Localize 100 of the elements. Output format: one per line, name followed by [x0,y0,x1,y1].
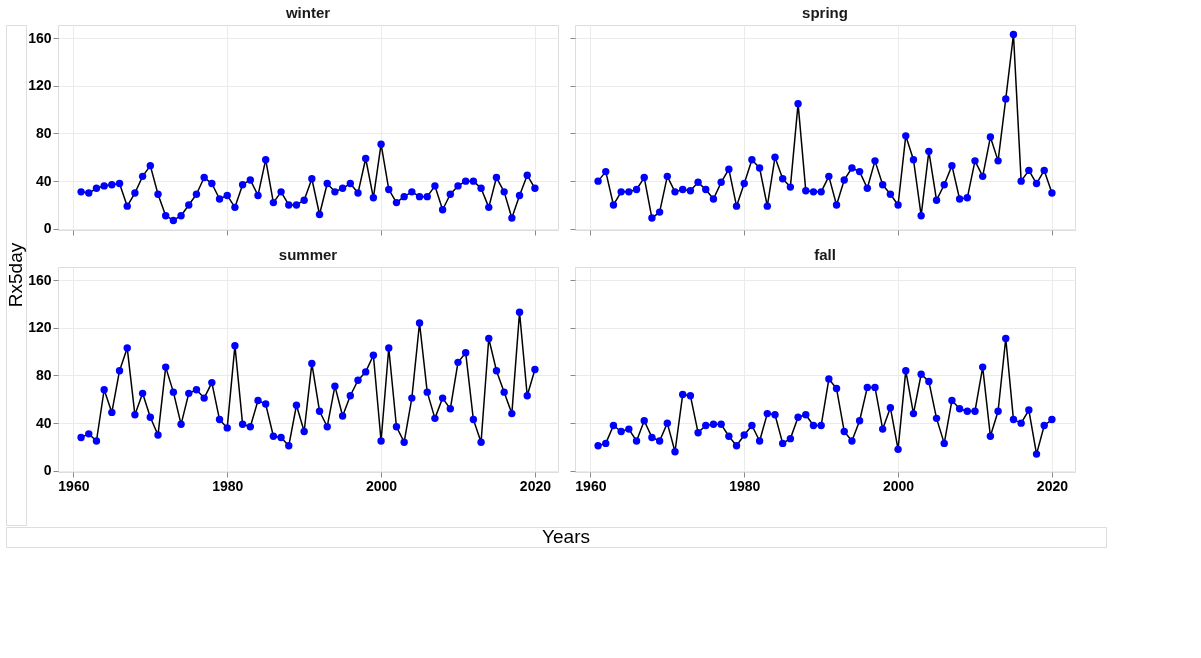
point [508,214,516,222]
point [963,194,972,202]
point [477,184,485,192]
y-tick-label: 80 [35,124,52,141]
x-tick-label: 1980 [729,477,761,494]
point [323,423,331,431]
point [802,411,810,419]
point [771,153,779,161]
point [431,182,439,190]
point [609,201,618,209]
point [763,409,772,418]
point [85,430,93,438]
point [215,195,224,203]
point [863,184,872,192]
point [523,392,531,400]
point [200,394,208,402]
point [161,363,170,371]
chart-title: spring [802,4,848,21]
point [655,437,664,445]
point [840,176,848,184]
point [361,368,370,376]
point [709,420,718,429]
point [77,433,85,442]
point [492,173,501,182]
point [461,177,470,185]
point [369,194,378,202]
point [778,175,787,183]
point [702,185,710,194]
point [415,192,424,201]
point [185,389,193,398]
x-axis-title: Years [542,526,590,547]
point [131,189,139,197]
point [855,167,864,176]
point [238,181,247,189]
point [994,157,1002,165]
point [154,190,162,198]
point [978,363,987,371]
point [1040,166,1048,175]
point [955,405,964,413]
point [123,202,131,210]
point [254,396,262,405]
point [894,201,902,209]
point [617,188,625,196]
point [1040,421,1048,430]
point [400,192,408,201]
point [338,412,347,420]
point [725,432,733,440]
point [438,206,447,214]
point [531,184,539,192]
point [978,172,987,181]
point [802,186,810,195]
point [408,188,416,196]
point [223,424,231,432]
point [625,188,633,196]
point [648,214,656,222]
y-tick-label: 0 [43,462,52,479]
point [886,190,895,198]
point [377,437,385,445]
point [617,427,625,436]
point [917,370,925,378]
point [740,179,748,188]
point [192,190,201,198]
point [671,448,679,456]
point [663,419,672,427]
x-tick-label: 1960 [58,477,90,494]
point [932,414,941,423]
y-tick-label: 120 [28,77,52,94]
point [732,202,741,210]
point [392,423,401,431]
x-tick-label: 1960 [575,477,607,494]
point [863,383,872,392]
point [709,195,718,203]
point [492,366,501,375]
point [902,132,910,140]
y-tick-label: 160 [28,271,52,288]
point [269,432,278,440]
point [948,161,956,170]
point [385,185,393,194]
point [154,431,162,439]
point [1032,450,1041,458]
point [686,392,695,400]
point [786,434,795,443]
point [423,192,431,201]
point [254,191,262,200]
point [1048,415,1056,424]
point [663,172,672,181]
point [292,201,301,209]
point [169,388,178,396]
point [894,445,902,454]
point [740,431,748,439]
y-axis-title: Rx5day [5,242,26,308]
point [725,165,733,173]
point [100,386,108,394]
x-tick-label: 2000 [366,477,398,494]
point [702,421,710,430]
x-tick-label: 2020 [1036,477,1069,494]
point [315,210,324,219]
point [794,99,802,108]
point [446,190,455,198]
point [878,181,887,189]
